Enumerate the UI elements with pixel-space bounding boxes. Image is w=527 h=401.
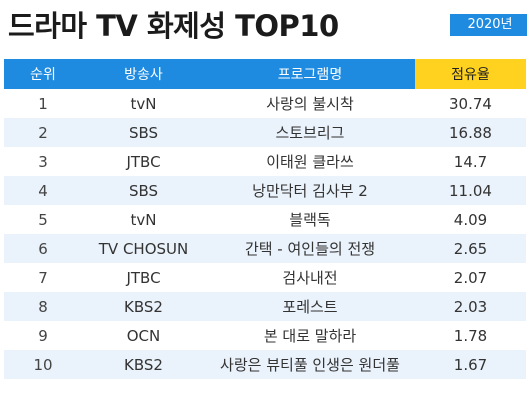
network-cell: TV CHOSUN <box>82 234 205 263</box>
table-row: 4 SBS 낭만닥터 김사부 2 11.04 <box>4 176 526 205</box>
program-cell: 본 대로 말하라 <box>205 321 415 350</box>
program-cell: 이태원 클라쓰 <box>205 147 415 176</box>
share-cell: 2.07 <box>415 263 526 292</box>
table-row: 9 OCN 본 대로 말하라 1.78 <box>4 321 526 350</box>
table-row: 7 JTBC 검사내전 2.07 <box>4 263 526 292</box>
table-row: 1 tvN 사랑의 불시착 30.74 <box>4 89 526 118</box>
program-cell: 포레스트 <box>205 292 415 321</box>
header-program: 프로그램명 <box>205 59 415 89</box>
rank-cell: 3 <box>4 147 82 176</box>
rank-cell: 5 <box>4 205 82 234</box>
rank-cell: 1 <box>4 89 82 118</box>
rank-cell: 7 <box>4 263 82 292</box>
table-row: 5 tvN 블랙독 4.09 <box>4 205 526 234</box>
ranking-table: 순위 방송사 프로그램명 점유율 1 tvN 사랑의 불시착 30.74 2 S… <box>4 59 526 379</box>
year-badge: 2020년 <box>450 14 527 36</box>
network-cell: SBS <box>82 176 205 205</box>
rank-cell: 8 <box>4 292 82 321</box>
program-cell: 간택 - 여인들의 전쟁 <box>205 234 415 263</box>
share-cell: 2.03 <box>415 292 526 321</box>
page-title: 드라마 TV 화제성 TOP10 <box>8 9 339 43</box>
program-cell: 검사내전 <box>205 263 415 292</box>
table-row: 2 SBS 스토브리그 16.88 <box>4 118 526 147</box>
network-cell: JTBC <box>82 147 205 176</box>
share-cell: 30.74 <box>415 89 526 118</box>
share-cell: 16.88 <box>415 118 526 147</box>
rank-cell: 10 <box>4 350 82 379</box>
share-cell: 11.04 <box>415 176 526 205</box>
network-cell: KBS2 <box>82 350 205 379</box>
rank-cell: 2 <box>4 118 82 147</box>
network-cell: tvN <box>82 205 205 234</box>
program-cell: 사랑은 뷰티풀 인생은 원더풀 <box>205 350 415 379</box>
table-row: 10 KBS2 사랑은 뷰티풀 인생은 원더풀 1.67 <box>4 350 526 379</box>
rank-cell: 9 <box>4 321 82 350</box>
table-row: 8 KBS2 포레스트 2.03 <box>4 292 526 321</box>
network-cell: KBS2 <box>82 292 205 321</box>
share-cell: 14.7 <box>415 147 526 176</box>
share-cell: 1.67 <box>415 350 526 379</box>
program-cell: 블랙독 <box>205 205 415 234</box>
program-cell: 스토브리그 <box>205 118 415 147</box>
network-cell: SBS <box>82 118 205 147</box>
share-cell: 2.65 <box>415 234 526 263</box>
rank-cell: 6 <box>4 234 82 263</box>
share-cell: 4.09 <box>415 205 526 234</box>
table-row: 3 JTBC 이태원 클라쓰 14.7 <box>4 147 526 176</box>
rank-cell: 4 <box>4 176 82 205</box>
table-row: 6 TV CHOSUN 간택 - 여인들의 전쟁 2.65 <box>4 234 526 263</box>
table-header-row: 순위 방송사 프로그램명 점유율 <box>4 59 526 89</box>
header-network: 방송사 <box>82 59 205 89</box>
network-cell: OCN <box>82 321 205 350</box>
share-cell: 1.78 <box>415 321 526 350</box>
program-cell: 낭만닥터 김사부 2 <box>205 176 415 205</box>
network-cell: JTBC <box>82 263 205 292</box>
network-cell: tvN <box>82 89 205 118</box>
header-share: 점유율 <box>415 59 526 89</box>
header-rank: 순위 <box>4 59 82 89</box>
program-cell: 사랑의 불시착 <box>205 89 415 118</box>
